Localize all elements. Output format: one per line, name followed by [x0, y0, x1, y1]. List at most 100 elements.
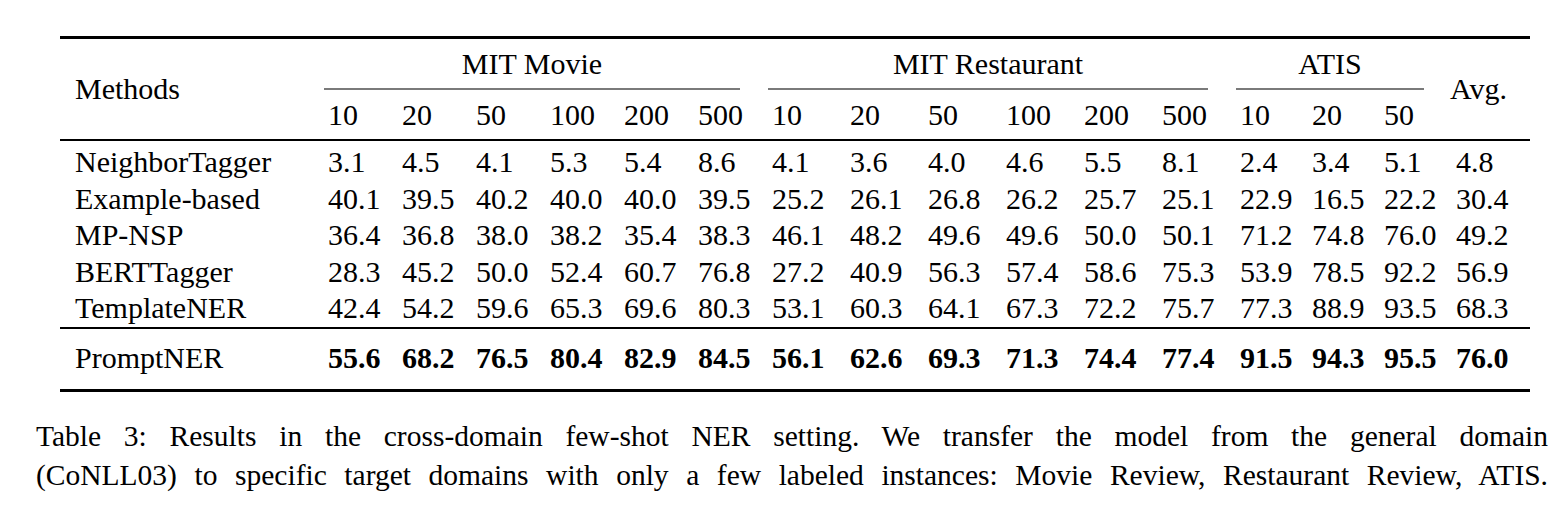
method-name-cell: NeighborTagger	[60, 140, 310, 181]
score-cell: 38.3	[680, 217, 754, 254]
score-cell: 40.0	[606, 181, 680, 218]
score-cell: 65.3	[532, 290, 606, 328]
score-cell: 4.1	[458, 140, 532, 181]
score-cell: 78.5	[1294, 254, 1366, 291]
shot-count-header: 10	[1222, 90, 1294, 140]
shot-count-header: 10	[754, 90, 832, 140]
method-name-cell: Example-based	[60, 181, 310, 218]
score-cell: 75.7	[1144, 290, 1222, 328]
baseline-rows-body: NeighborTagger3.14.54.15.35.48.64.13.64.…	[60, 140, 1530, 328]
group-label-mit-movie: MIT Movie	[324, 39, 740, 90]
score-cell: 35.4	[606, 217, 680, 254]
shot-count-header: 100	[988, 90, 1066, 140]
score-cell: 64.1	[910, 290, 988, 328]
score-cell: 5.3	[532, 140, 606, 181]
score-cell: 8.6	[680, 140, 754, 181]
score-cell: 28.3	[310, 254, 384, 291]
score-cell: 71.2	[1222, 217, 1294, 254]
score-cell: 30.4	[1438, 181, 1530, 218]
score-cell: 4.5	[384, 140, 458, 181]
score-cell: 57.4	[988, 254, 1066, 291]
score-cell: 68.2	[384, 328, 458, 391]
score-cell: 76.0	[1366, 217, 1438, 254]
score-cell: 76.8	[680, 254, 754, 291]
group-header-atis: ATIS	[1222, 38, 1438, 91]
table-header: Methods MIT Movie MIT Restaurant ATIS Av…	[60, 38, 1530, 141]
table-row: TemplateNER42.454.259.665.369.680.353.16…	[60, 290, 1530, 328]
score-cell: 75.3	[1144, 254, 1222, 291]
score-cell: 4.6	[988, 140, 1066, 181]
score-cell: 53.9	[1222, 254, 1294, 291]
score-cell: 69.6	[606, 290, 680, 328]
score-cell: 60.7	[606, 254, 680, 291]
score-cell: 55.6	[310, 328, 384, 391]
score-cell: 45.2	[384, 254, 458, 291]
table-row: MP-NSP36.436.838.038.235.438.346.148.249…	[60, 217, 1530, 254]
score-cell: 46.1	[754, 217, 832, 254]
score-cell: 36.4	[310, 217, 384, 254]
group-header-mit-movie: MIT Movie	[310, 38, 754, 91]
score-cell: 59.6	[458, 290, 532, 328]
shot-count-header: 10	[310, 90, 384, 140]
method-name-cell: PromptNER	[60, 328, 310, 391]
group-label-mit-restaurant: MIT Restaurant	[768, 39, 1208, 90]
score-cell: 3.6	[832, 140, 910, 181]
score-cell: 77.3	[1222, 290, 1294, 328]
group-header-row: Methods MIT Movie MIT Restaurant ATIS Av…	[60, 38, 1530, 91]
avg-column-header: Avg.	[1438, 38, 1530, 141]
score-cell: 49.2	[1438, 217, 1530, 254]
score-cell: 3.4	[1294, 140, 1366, 181]
score-cell: 60.3	[832, 290, 910, 328]
group-label-atis: ATIS	[1236, 39, 1424, 90]
score-cell: 8.1	[1144, 140, 1222, 181]
score-cell: 4.0	[910, 140, 988, 181]
score-cell: 2.4	[1222, 140, 1294, 181]
score-cell: 40.0	[532, 181, 606, 218]
score-cell: 76.0	[1438, 328, 1530, 391]
group-header-mit-restaurant: MIT Restaurant	[754, 38, 1222, 91]
shot-count-header: 500	[1144, 90, 1222, 140]
table-row: NeighborTagger3.14.54.15.35.48.64.13.64.…	[60, 140, 1530, 181]
score-cell: 52.4	[532, 254, 606, 291]
score-cell: 40.1	[310, 181, 384, 218]
score-cell: 80.3	[680, 290, 754, 328]
score-cell: 80.4	[532, 328, 606, 391]
score-cell: 62.6	[832, 328, 910, 391]
score-cell: 27.2	[754, 254, 832, 291]
score-cell: 71.3	[988, 328, 1066, 391]
score-cell: 26.8	[910, 181, 988, 218]
score-cell: 74.4	[1066, 328, 1144, 391]
score-cell: 54.2	[384, 290, 458, 328]
score-cell: 25.2	[754, 181, 832, 218]
score-cell: 36.8	[384, 217, 458, 254]
score-cell: 22.2	[1366, 181, 1438, 218]
method-name-cell: BERTTagger	[60, 254, 310, 291]
score-cell: 26.1	[832, 181, 910, 218]
score-cell: 40.2	[458, 181, 532, 218]
score-cell: 38.2	[532, 217, 606, 254]
score-cell: 50.0	[1066, 217, 1144, 254]
score-cell: 25.7	[1066, 181, 1144, 218]
score-cell: 77.4	[1144, 328, 1222, 391]
score-cell: 4.8	[1438, 140, 1530, 181]
score-cell: 72.2	[1066, 290, 1144, 328]
score-cell: 38.0	[458, 217, 532, 254]
shot-count-header: 50	[458, 90, 532, 140]
score-cell: 5.5	[1066, 140, 1144, 181]
score-cell: 39.5	[384, 181, 458, 218]
method-name-cell: MP-NSP	[60, 217, 310, 254]
table-caption: Table 3: Results in the cross-domain few…	[36, 417, 1548, 495]
score-cell: 49.6	[910, 217, 988, 254]
method-name-cell: TemplateNER	[60, 290, 310, 328]
score-cell: 67.3	[988, 290, 1066, 328]
paper-page: Methods MIT Movie MIT Restaurant ATIS Av…	[0, 0, 1568, 518]
score-cell: 26.2	[988, 181, 1066, 218]
score-cell: 69.3	[910, 328, 988, 391]
score-cell: 48.2	[832, 217, 910, 254]
shot-count-header: 200	[606, 90, 680, 140]
score-cell: 53.1	[754, 290, 832, 328]
score-cell: 88.9	[1294, 290, 1366, 328]
score-cell: 74.8	[1294, 217, 1366, 254]
shot-count-header: 500	[680, 90, 754, 140]
caption-line-1: Table 3: Results in the cross-domain few…	[36, 417, 1548, 456]
